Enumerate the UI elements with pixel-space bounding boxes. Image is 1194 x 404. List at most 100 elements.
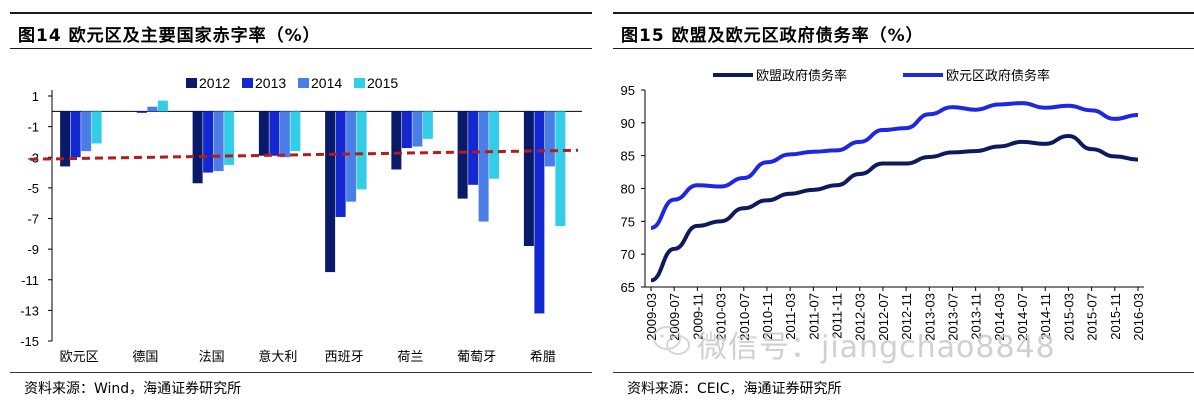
y-tick-label: 90 [621,116,635,131]
bar-2015-1 [157,100,168,112]
debt-chart-source: 资料来源：CEIC，海通证券研究所 [627,381,842,397]
x-category-label: 西班牙 [325,350,364,365]
deficit-bar-chart: 1-1-3-5-7-9-11-13-15欧元区德国法国意大利西班牙荷兰葡萄牙希腊… [20,75,582,365]
legend-label-2014: 2014 [311,75,342,91]
wechat-watermark-icon [653,326,690,355]
bar-2012-7 [523,111,534,247]
x-category-label: 意大利 [258,349,297,365]
bar-2013-4 [335,111,346,217]
bar-2014-5 [412,111,423,147]
legend-swatch-2013 [242,78,253,88]
bar-2015-3 [290,111,301,152]
y-tick-label: -1 [27,120,39,135]
x-tick-label: 2015-07 [1085,293,1100,341]
bar-2015-0 [91,111,102,144]
bar-2015-7 [555,111,566,227]
deficit-chart-title-bar: 图14 欧元区及主要国家赤字率（%） [10,12,592,49]
x-tick-label: 2013-03 [922,293,937,341]
x-tick-label: 2013-07 [945,293,960,341]
x-tick-label: 2015-03 [1061,293,1076,341]
x-tick-label: 2016-03 [1131,293,1146,341]
y-tick-label: 75 [621,214,635,229]
debt-chart-title-bar: 图15 欧盟及欧元区政府债务率（%） [613,12,1194,49]
bar-2012-3 [258,111,269,156]
legend-swatch-2014 [298,78,309,88]
debt-chart-panel: 图15 欧盟及欧元区政府债务率（%） 95 90 85 80 75 70 65 2009-03… [603,0,1194,404]
bar-2014-1 [147,106,158,112]
x-tick-label: 2011-11 [830,293,845,339]
bar-2013-0 [70,111,81,158]
y-tick-label: 70 [621,247,635,262]
x-tick-label: 2010-07 [737,293,752,341]
y-tick-label: 85 [621,149,635,164]
x-category-label: 欧元区 [60,350,99,365]
legend-label-1: 欧元区政府债务率 [946,68,1050,84]
deficit-chart-source: 资料来源：Wind，海通证券研究所 [24,381,242,397]
bar-2014-0 [81,111,92,152]
bar-2013-1 [136,111,147,113]
x-tick-label: 2011-07 [806,293,821,340]
bar-2015-6 [489,111,500,179]
x-category-label: 法国 [199,350,225,365]
x-tick-label: 2013-11 [969,293,984,340]
debt-line-chart: 95 90 85 80 75 70 65 2009-03 2009-07 2009-11 2010-… [621,68,1146,341]
x-tick-label: 2009-07 [667,293,682,341]
y-tick-label: 95 [621,83,635,98]
legend-label-2015: 2015 [367,75,398,91]
series-line-1 [650,101,1139,230]
y-tick-label: -5 [27,181,39,196]
bar-2013-6 [468,111,479,185]
bar-2015-4 [356,111,367,190]
legend-swatch-2015 [354,78,365,88]
legend-label-0: 欧盟政府债务率 [756,68,847,84]
x-category-label: 希腊 [530,350,556,365]
x-tick-label: 2012-03 [853,293,868,341]
y-tick-label: 1 [32,89,39,104]
reference-dashed-line [29,148,579,161]
x-category-label: 葡萄牙 [457,350,496,365]
y-tick-label: -7 [27,212,39,227]
bar-2015-5 [422,111,433,139]
y-tick-label: 80 [621,182,635,197]
x-tick-label: 2012-07 [876,293,891,341]
x-tick-label: 2011-03 [783,293,798,340]
deficit-source-divider [10,372,592,373]
bar-2012-2 [192,111,203,184]
legend-swatch-2012 [186,78,197,88]
debt-chart-title: 图15 欧盟及欧元区政府债务率（%） [621,26,924,46]
bar-2015-2 [224,111,235,165]
bar-2014-4 [346,111,357,202]
bar-2013-2 [203,111,214,173]
x-tick-label: 2010-03 [714,293,729,341]
x-tick-label: 2010-11 [760,293,775,340]
bar-2012-5 [391,111,402,170]
legend-label-2012: 2012 [199,75,230,91]
y-tick-label: -9 [27,242,39,257]
y-tick-label: -15 [20,334,39,349]
bar-2013-7 [534,111,545,314]
y-tick-label: -11 [21,273,39,288]
x-category-label: 荷兰 [397,350,423,365]
x-tick-label: 2015-11 [1108,293,1123,340]
bar-2014-6 [478,111,489,222]
x-category-label: 德国 [132,350,158,365]
debt-source-divider [613,372,1194,373]
x-tick-label: 2012-11 [899,293,914,340]
x-tick-label: 2014-03 [992,293,1007,341]
bar-2012-0 [60,111,71,167]
bar-2013-5 [401,111,412,149]
x-tick-label: 2014-11 [1038,293,1053,340]
bar-2012-4 [325,111,336,273]
bar-2014-7 [544,111,555,167]
x-tick-label: 2009-03 [644,293,659,341]
bar-2014-3 [279,111,290,158]
y-tick-label: -13 [20,303,39,318]
y-tick-label: 65 [621,280,635,295]
x-tick-label: 2009-11 [690,293,705,340]
bar-2014-2 [213,111,224,172]
bar-2012-6 [457,111,468,199]
deficit-chart-title: 图14 欧元区及主要国家赤字率（%） [18,26,321,46]
bar-2013-3 [269,111,280,156]
watermark-text: 微信号：jiangchao8848 [697,330,1056,365]
x-tick-label: 2014-07 [1015,293,1030,341]
